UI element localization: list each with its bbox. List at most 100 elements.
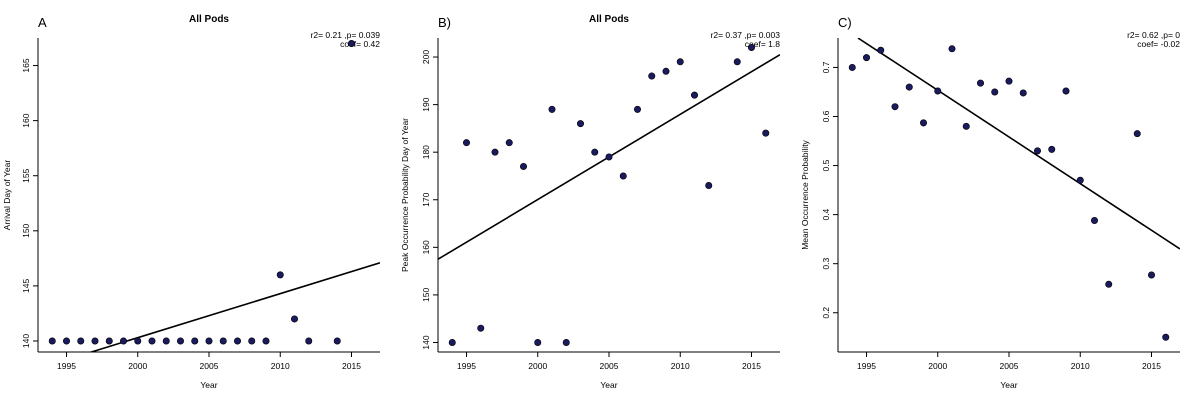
data-point — [162, 337, 170, 345]
y-tick-label: 160 — [421, 240, 431, 254]
data-point — [1162, 333, 1170, 341]
y-tick-label: 190 — [421, 97, 431, 111]
data-point — [205, 337, 213, 345]
y-axis-title: Arrival Day of Year — [2, 160, 12, 231]
panel-a: A All Pods 1995 2000 2005 2010 2015 140 145 150 15… — [2, 14, 380, 390]
y-tick-label: 0.5 — [821, 159, 831, 171]
data-point — [733, 58, 741, 66]
regression-line — [857, 38, 1180, 250]
data-point — [605, 153, 613, 161]
data-point — [591, 148, 599, 156]
panel-label: A — [38, 15, 47, 30]
data-point — [1133, 130, 1141, 138]
data-point — [991, 88, 999, 96]
data-point — [762, 129, 770, 137]
y-tick-label: 140 — [421, 335, 431, 349]
y-tick-label: 200 — [421, 50, 431, 64]
x-tick-label: 2015 — [342, 361, 361, 371]
data-point — [562, 338, 570, 346]
y-tick-label: 155 — [21, 168, 31, 182]
x-tick-label: 2010 — [671, 361, 690, 371]
data-point — [662, 67, 670, 75]
x-tick-label: 1995 — [57, 361, 76, 371]
coef-annotation: coef= 1.8 — [745, 39, 780, 49]
data-point — [848, 63, 856, 71]
y-tick-label: 150 — [21, 223, 31, 237]
data-point — [962, 122, 970, 130]
x-tick-label: 2010 — [1071, 361, 1090, 371]
data-point — [676, 58, 684, 66]
data-point — [1034, 147, 1042, 155]
y-tick-label: 160 — [21, 113, 31, 127]
data-point — [576, 120, 584, 128]
y-tick-label: 0.3 — [821, 258, 831, 270]
data-point — [934, 87, 942, 95]
y-tick-label: 0.4 — [821, 208, 831, 220]
data-point — [177, 337, 185, 345]
y-tick-label: 140 — [21, 334, 31, 348]
data-point — [534, 338, 542, 346]
data-point — [462, 139, 470, 147]
y-tick-label: 145 — [21, 279, 31, 293]
data-point — [134, 337, 142, 345]
data-point — [290, 315, 298, 323]
data-point — [1062, 87, 1070, 95]
data-point — [1105, 280, 1113, 288]
data-point — [248, 337, 256, 345]
y-tick-label: 170 — [421, 192, 431, 206]
data-point — [905, 83, 913, 91]
x-tick-label: 2000 — [928, 361, 947, 371]
y-tick-label: 165 — [21, 58, 31, 72]
x-tick-label: 2010 — [271, 361, 290, 371]
panel-c: C) 1995 2000 2005 2010 2015 0.2 0.3 0.4 0.5 0.6 0.7… — [800, 15, 1180, 390]
data-point — [976, 79, 984, 87]
data-point — [919, 119, 927, 127]
stat-annotation: r2= 0.37 ,p= 0.003 — [711, 30, 781, 40]
data-point — [1005, 77, 1013, 85]
data-point — [633, 105, 641, 113]
data-point — [477, 324, 485, 332]
data-point — [519, 162, 527, 170]
x-axis-title: Year — [600, 380, 617, 390]
coef-annotation: coef= -0.02 — [1137, 39, 1180, 49]
data-point — [1019, 89, 1027, 97]
y-axis-title: Mean Occurrence Probability — [800, 139, 810, 249]
data-point — [705, 181, 713, 189]
data-point — [877, 46, 885, 54]
data-point — [234, 337, 242, 345]
coef-annotation: coef= 0.42 — [340, 39, 380, 49]
data-point — [548, 105, 556, 113]
panel-b: B) All Pods 1995 2000 2005 2010 2015 140 150 160 1… — [400, 14, 780, 390]
data-point — [862, 54, 870, 62]
data-point — [91, 337, 99, 345]
y-tick-label: 0.2 — [821, 307, 831, 319]
x-tick-label: 1995 — [857, 361, 876, 371]
y-tick-label: 150 — [421, 288, 431, 302]
data-point — [505, 139, 513, 147]
data-point — [1076, 176, 1084, 184]
y-tick-label: 0.6 — [821, 110, 831, 122]
data-point — [1148, 271, 1156, 279]
data-point — [120, 337, 128, 345]
x-tick-label: 2000 — [528, 361, 547, 371]
data-point — [1091, 217, 1099, 225]
data-point — [747, 44, 755, 52]
y-tick-label: 180 — [421, 145, 431, 159]
data-point — [1048, 145, 1056, 153]
data-point — [77, 337, 85, 345]
data-point — [48, 337, 56, 345]
data-point — [148, 337, 156, 345]
data-point — [690, 91, 698, 99]
data-point — [219, 337, 227, 345]
x-tick-label: 2015 — [1142, 361, 1161, 371]
x-tick-label: 2005 — [1000, 361, 1019, 371]
data-point — [262, 337, 270, 345]
y-axis-title: Peak Occurrence Probability Day of Year — [400, 118, 410, 272]
data-point — [333, 337, 341, 345]
y-tick-label: 0.7 — [821, 61, 831, 73]
data-point — [648, 72, 656, 80]
x-tick-label: 2005 — [200, 361, 219, 371]
x-axis-title: Year — [200, 380, 217, 390]
data-point — [62, 337, 70, 345]
